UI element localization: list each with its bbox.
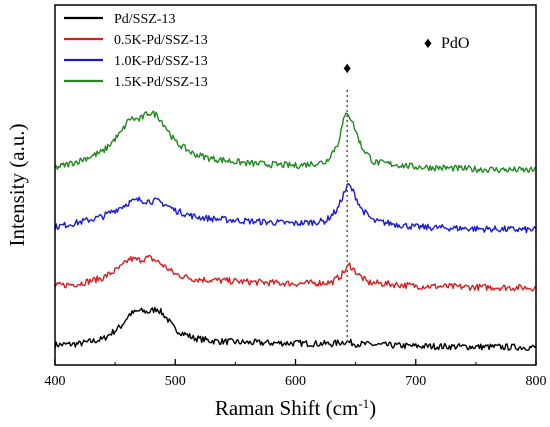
legend-label: 1.0K-Pd/SSZ-13 <box>114 54 208 69</box>
pdo-legend-diamond: ♦ <box>424 35 432 52</box>
x-axis-ticks: 400 500 600 700 800 <box>45 359 547 389</box>
x-axis-title: Raman Shift (cm-1) <box>215 396 376 421</box>
legend-label: 0.5K-Pd/SSZ-13 <box>114 33 208 48</box>
pdo-peak-diamond: ♦ <box>343 60 351 77</box>
plot-lines <box>54 110 537 351</box>
x-tick-label: 600 <box>285 374 306 389</box>
x-tick-label: 700 <box>405 374 426 389</box>
series-line-2 <box>54 254 537 292</box>
x-axis-title-main: Raman Shift (cm <box>215 396 358 420</box>
x-tick-label: 800 <box>526 374 547 389</box>
y-axis-title: Intensity (a.u.) <box>5 123 29 246</box>
x-tick-label: 500 <box>165 374 186 389</box>
series-line-4 <box>54 110 537 174</box>
series-line-1 <box>54 306 537 351</box>
legend-label: Pd/SSZ-13 <box>114 12 175 27</box>
x-axis-title-tail: ) <box>369 396 376 420</box>
legend: Pd/SSZ-13 0.5K-Pd/SSZ-13 1.0K-Pd/SSZ-13 1.5… <box>64 12 208 90</box>
pdo-marker-legend: ♦ PdO <box>424 35 470 52</box>
x-tick-label: 400 <box>45 374 66 389</box>
series-line-3 <box>54 182 537 234</box>
x-axis-title-superscript: -1 <box>358 396 369 411</box>
pdo-legend-label: PdO <box>441 35 469 52</box>
legend-label: 1.5K-Pd/SSZ-13 <box>114 75 208 90</box>
